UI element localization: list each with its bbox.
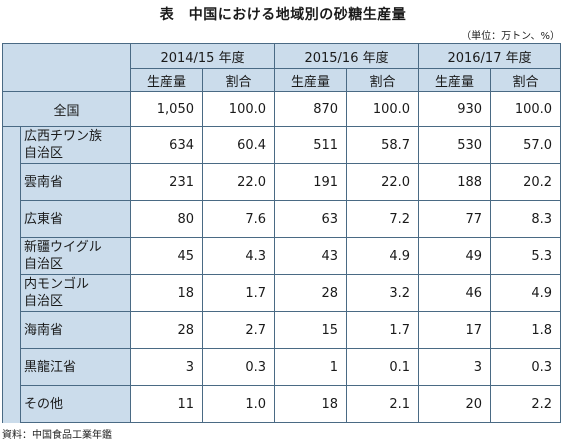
table-cell: 22.0 [201, 163, 276, 201]
table-cell: 100.0 [346, 91, 420, 127]
table-cell: 1.7 [346, 311, 420, 349]
table-cell: 5.3 [490, 237, 562, 275]
table-cell: 2.2 [490, 385, 562, 423]
row-label-line: 自治区 [24, 257, 64, 272]
row-label: 新疆ウイグル 自治区 [20, 237, 131, 275]
table-row: 広西チワン族 自治区 634 60.4 511 58.7 530 57.0 [2, 126, 562, 423]
row-label-line: 雲南省 [24, 174, 64, 190]
table-cell: 1 [274, 348, 348, 386]
table-cell: 17 [418, 311, 492, 349]
table-cell: 191 [274, 163, 348, 201]
subheader-share: 割合 [490, 68, 562, 92]
table-cell: 4.9 [490, 274, 562, 312]
table-cell: 0.3 [490, 348, 562, 386]
table-cell: 3 [130, 348, 203, 386]
table-cell: 43 [274, 237, 348, 275]
year-header: 2014/15 年度 [129, 43, 276, 69]
subheader-share: 割合 [201, 68, 276, 92]
table-cell: 20.2 [490, 163, 562, 201]
table-cell: 7.6 [201, 200, 276, 238]
row-label-line: 広西チワン族 [24, 129, 103, 144]
table-cell: 22.0 [346, 163, 420, 201]
row-label-line: 内モンゴル [24, 277, 90, 292]
table-title: 表 中国における地域別の砂糖生産量 [159, 7, 407, 23]
table-cell: 80 [130, 200, 203, 238]
row-label: 雲南省 [20, 163, 131, 201]
table-cell: 634 [130, 126, 203, 164]
indent-column [2, 126, 21, 423]
table-cell: 58.7 [346, 126, 420, 164]
row-label: 全国 [2, 91, 131, 127]
table-row: 新疆ウイグル 自治区 45 4.3 43 4.9 49 5.3 [3, 237, 562, 275]
row-label: 黒龍江省 [20, 348, 131, 386]
subheader-production: 生産量 [130, 68, 203, 92]
row-label-line: 広東省 [24, 211, 64, 227]
row-label: 海南省 [20, 311, 131, 349]
unit-note: （単位：万トン、%） [461, 31, 560, 42]
year-header: 2016/17 年度 [418, 43, 562, 69]
table-cell: 8.3 [490, 200, 562, 238]
table-cell: 18 [130, 274, 203, 312]
table-row: 海南省 28 2.7 15 1.7 17 1.8 [3, 311, 562, 349]
source-note: 資料：中国食品工業年鑑 [2, 430, 112, 441]
subheader-production: 生産量 [418, 68, 492, 92]
row-label-line: その他 [24, 396, 64, 412]
table-cell: 930 [418, 91, 492, 127]
table-cell: 63 [274, 200, 348, 238]
table-row: 広東省 80 7.6 63 7.2 77 8.3 [3, 200, 562, 238]
table-cell: 7.2 [346, 200, 420, 238]
table-cell: 4.3 [201, 237, 276, 275]
table-cell: 100.0 [201, 91, 276, 127]
row-label-line: 海南省 [24, 322, 64, 338]
table-cell: 0.3 [201, 348, 276, 386]
table-cell: 530 [418, 126, 492, 164]
table-cell: 0.1 [346, 348, 420, 386]
table-cell: 1.7 [201, 274, 276, 312]
table-cell: 45 [130, 237, 203, 275]
table-cell: 3 [418, 348, 492, 386]
table-row: 雲南省 231 22.0 191 22.0 188 20.2 [3, 163, 562, 201]
table-cell: 231 [130, 163, 203, 201]
row-label: 広西チワン族 自治区 [20, 126, 131, 164]
table-cell: 100.0 [490, 91, 562, 127]
table-cell: 2.7 [201, 311, 276, 349]
row-label: 内モンゴル 自治区 [20, 274, 131, 312]
table-row: その他 11 1.0 18 2.1 20 2.2 [3, 385, 562, 423]
table-cell: 60.4 [201, 126, 276, 164]
sugar-production-table: 2014/15 年度 2015/16 年度 2016/17 年度 生産量 割合 … [2, 43, 562, 423]
table-cell: 18 [274, 385, 348, 423]
table-cell: 11 [130, 385, 203, 423]
table-row: 黒龍江省 3 0.3 1 0.1 3 0.3 [3, 348, 562, 386]
table-cell: 46 [418, 274, 492, 312]
table-cell: 49 [418, 237, 492, 275]
table-row: 全国 1,050 100.0 870 100.0 930 100.0 [2, 91, 562, 127]
table-cell: 1.8 [490, 311, 562, 349]
subheader-production: 生産量 [274, 68, 348, 92]
table-row: 内モンゴル 自治区 18 1.7 28 3.2 46 4.9 [3, 274, 562, 312]
table-cell: 188 [418, 163, 492, 201]
table-cell: 1,050 [130, 91, 203, 127]
corner-cell [2, 43, 131, 92]
table-cell: 28 [274, 274, 348, 312]
year-header: 2015/16 年度 [274, 43, 420, 69]
table-cell: 20 [418, 385, 492, 423]
row-label: 広東省 [20, 200, 131, 238]
table-cell: 15 [274, 311, 348, 349]
table-cell: 77 [418, 200, 492, 238]
table-cell: 3.2 [346, 274, 420, 312]
table-cell: 57.0 [490, 126, 562, 164]
row-label-line: 自治区 [24, 294, 64, 309]
row-label: その他 [20, 385, 131, 423]
table-cell: 870 [274, 91, 348, 127]
table-cell: 28 [130, 311, 203, 349]
row-label-line: 新疆ウイグル [24, 240, 102, 255]
table-cell: 2.1 [346, 385, 420, 423]
row-label-line: 黒龍江省 [24, 359, 77, 375]
subheader-share: 割合 [346, 68, 420, 92]
table-cell: 511 [274, 126, 348, 164]
table-cell: 4.9 [346, 237, 420, 275]
row-label-line: 自治区 [24, 146, 64, 161]
table-cell: 1.0 [201, 385, 276, 423]
